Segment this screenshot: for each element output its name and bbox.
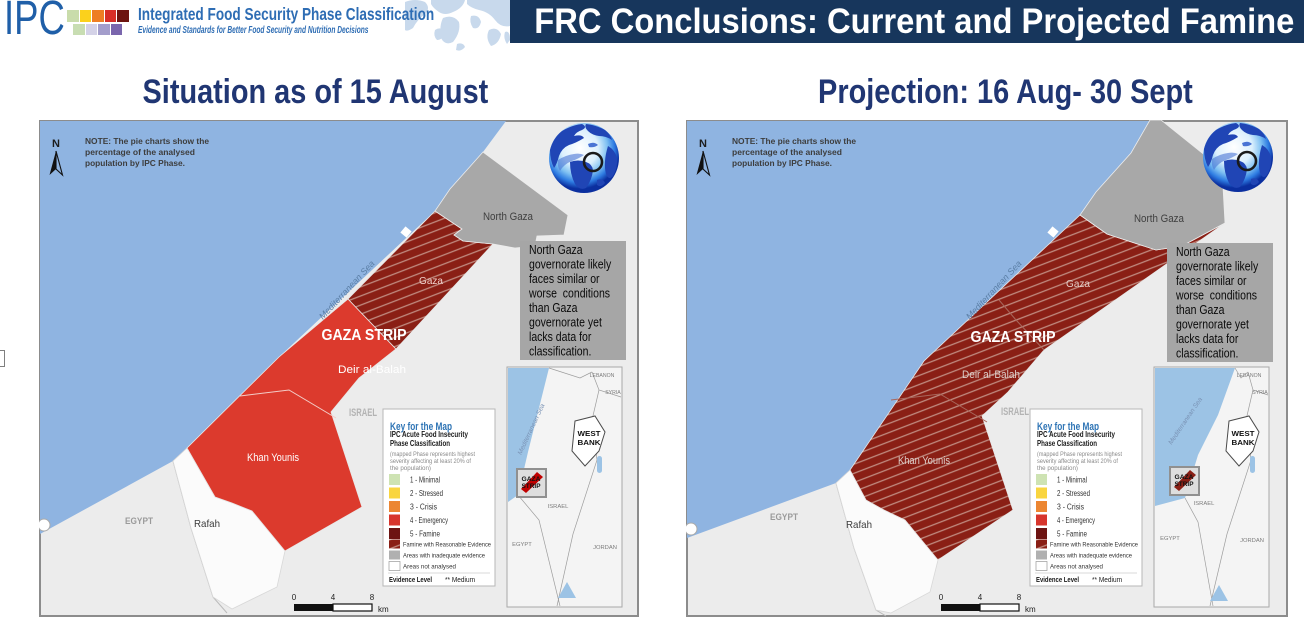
svg-text:worse conditions: worse conditions	[528, 288, 610, 301]
svg-text:EGYPT: EGYPT	[512, 542, 532, 548]
svg-text:ISRAEL: ISRAEL	[1194, 501, 1215, 507]
svg-text:governorate likely: governorate likely	[1176, 261, 1258, 274]
svg-text:EGYPT: EGYPT	[125, 516, 153, 526]
svg-text:IPC Acute Food Insecurity: IPC Acute Food Insecurity	[1037, 430, 1115, 439]
svg-text:Areas with inadequate evidence: Areas with inadequate evidence	[1050, 553, 1132, 560]
svg-text:North Gaza: North Gaza	[1176, 246, 1230, 259]
svg-text:ISRAEL: ISRAEL	[1001, 406, 1029, 418]
svg-text:BANK: BANK	[1232, 438, 1256, 447]
svg-text:North Gaza: North Gaza	[529, 244, 583, 257]
svg-text:population by IPC Phase.: population by IPC Phase.	[85, 158, 185, 168]
svg-text:5 - Famine: 5 - Famine	[410, 530, 440, 539]
svg-text:STRIP: STRIP	[522, 484, 541, 490]
svg-text:WEST: WEST	[578, 429, 601, 438]
svg-text:SYRIA: SYRIA	[605, 390, 621, 396]
svg-text:North Gaza: North Gaza	[483, 211, 534, 223]
svg-text:km: km	[1025, 605, 1036, 614]
svg-text:Phase Classification: Phase Classification	[1037, 439, 1097, 448]
svg-text:N: N	[699, 138, 707, 150]
svg-text:GAZA: GAZA	[522, 477, 542, 483]
svg-text:4 - Emergency: 4 - Emergency	[410, 516, 448, 525]
svg-text:WEST: WEST	[1232, 429, 1255, 438]
svg-text:Famine with Reasonable Evidenc: Famine with Reasonable Evidence	[403, 542, 491, 549]
svg-text:severity affecting at least 20: severity affecting at least 20% of	[1037, 458, 1118, 465]
svg-text:governorate likely: governorate likely	[529, 259, 611, 272]
svg-text:JORDAN: JORDAN	[1240, 538, 1264, 544]
svg-text:Key for the Map: Key for the Map	[390, 421, 452, 433]
svg-text:than Gaza: than Gaza	[1176, 304, 1225, 317]
svg-text:classification.: classification.	[529, 346, 591, 359]
svg-text:JORDAN: JORDAN	[593, 545, 617, 551]
svg-text:3 - Crisis: 3 - Crisis	[410, 503, 437, 512]
svg-text:lacks data for: lacks data for	[1176, 333, 1239, 346]
svg-text:4: 4	[978, 593, 983, 602]
svg-text:1 - Minimal: 1 - Minimal	[1057, 476, 1087, 485]
svg-text:Phase Classification: Phase Classification	[390, 439, 450, 448]
svg-text:Deir al-Balah: Deir al-Balah	[338, 364, 406, 376]
svg-text:2 - Stressed: 2 - Stressed	[1057, 489, 1090, 498]
svg-text:GAZA: GAZA	[1175, 475, 1195, 481]
svg-text:3 - Crisis: 3 - Crisis	[1057, 503, 1084, 512]
svg-text:STRIP: STRIP	[1175, 482, 1194, 488]
svg-text:percentage of the analysed: percentage of the analysed	[85, 147, 195, 157]
svg-text:SYRIA: SYRIA	[1252, 390, 1268, 396]
svg-text:Rafah: Rafah	[194, 518, 220, 530]
svg-text:4: 4	[331, 593, 336, 602]
svg-text:the population): the population)	[1037, 465, 1078, 472]
svg-text:Khan Younis: Khan Younis	[247, 452, 299, 464]
svg-text:1 - Minimal: 1 - Minimal	[410, 476, 440, 485]
svg-text:Rafah: Rafah	[846, 519, 872, 531]
svg-text:faces similar or: faces similar or	[529, 273, 600, 286]
svg-text:GAZA STRIP: GAZA STRIP	[322, 327, 407, 344]
svg-text:Gaza: Gaza	[419, 276, 443, 287]
svg-text:4 - Emergency: 4 - Emergency	[1057, 516, 1095, 525]
svg-text:ISRAEL: ISRAEL	[349, 407, 377, 419]
svg-text:Areas not analysed: Areas not analysed	[403, 564, 456, 571]
svg-text:0: 0	[292, 593, 297, 602]
svg-text:5 - Famine: 5 - Famine	[1057, 530, 1087, 539]
svg-text:than Gaza: than Gaza	[529, 302, 578, 315]
svg-text:faces similar or: faces similar or	[1176, 275, 1247, 288]
svg-text:Khan Younis: Khan Younis	[898, 455, 950, 467]
svg-text:percentage of the analysed: percentage of the analysed	[732, 147, 842, 157]
svg-text:North Gaza: North Gaza	[1134, 213, 1185, 225]
svg-text:0: 0	[939, 593, 944, 602]
svg-text:severity affecting at least 20: severity affecting at least 20% of	[390, 458, 471, 465]
svg-text:GAZA STRIP: GAZA STRIP	[971, 329, 1056, 346]
svg-text:the population): the population)	[390, 465, 431, 472]
svg-text:LEBANON: LEBANON	[1237, 373, 1262, 379]
svg-text:(mapped Phase represents highe: (mapped Phase represents highest	[1037, 451, 1122, 458]
svg-text:NOTE: The pie charts show the: NOTE: The pie charts show the	[85, 136, 209, 146]
svg-text:8: 8	[370, 593, 375, 602]
svg-text:Areas with inadequate evidence: Areas with inadequate evidence	[403, 553, 485, 560]
svg-text:population by IPC Phase.: population by IPC Phase.	[732, 158, 832, 168]
svg-text:Evidence Level: Evidence Level	[389, 575, 432, 584]
svg-text:worse conditions: worse conditions	[1175, 290, 1257, 303]
svg-text:LEBANON: LEBANON	[590, 373, 615, 379]
svg-text:** Medium: ** Medium	[1092, 577, 1122, 584]
svg-text:governorate yet: governorate yet	[1176, 319, 1250, 332]
svg-text:N: N	[52, 138, 60, 150]
svg-text:lacks data for: lacks data for	[529, 331, 592, 344]
svg-text:Key for the Map: Key for the Map	[1037, 421, 1099, 433]
svg-text:EGYPT: EGYPT	[770, 512, 798, 522]
svg-text:8: 8	[1017, 593, 1022, 602]
svg-text:Famine with Reasonable Evidenc: Famine with Reasonable Evidence	[1050, 542, 1138, 549]
svg-text:BANK: BANK	[578, 438, 602, 447]
svg-text:ISRAEL: ISRAEL	[548, 504, 569, 510]
svg-text:Evidence Level: Evidence Level	[1036, 575, 1079, 584]
svg-text:Gaza: Gaza	[1066, 279, 1090, 290]
svg-text:NOTE: The pie charts show the: NOTE: The pie charts show the	[732, 136, 856, 146]
svg-text:EGYPT: EGYPT	[1160, 536, 1180, 542]
svg-text:2 - Stressed: 2 - Stressed	[410, 489, 443, 498]
svg-text:Deir al-Balah: Deir al-Balah	[962, 369, 1020, 381]
svg-text:(mapped Phase represents highe: (mapped Phase represents highest	[390, 451, 475, 458]
svg-text:governorate yet: governorate yet	[529, 317, 603, 330]
svg-text:IPC Acute Food Insecurity: IPC Acute Food Insecurity	[390, 430, 468, 439]
svg-text:km: km	[378, 605, 389, 614]
svg-text:Areas not analysed: Areas not analysed	[1050, 564, 1103, 571]
svg-text:** Medium: ** Medium	[445, 577, 475, 584]
svg-text:classification.: classification.	[1176, 348, 1238, 361]
